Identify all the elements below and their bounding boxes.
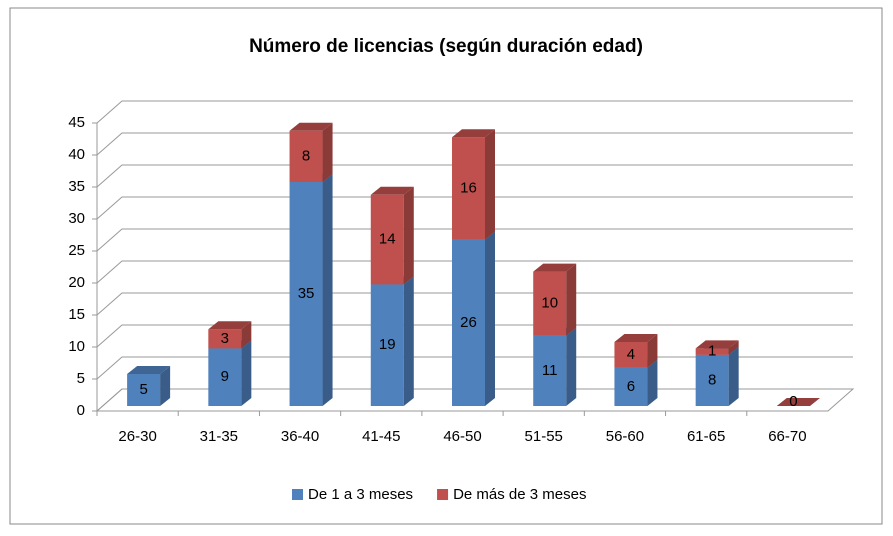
bar-front (289, 182, 323, 406)
data-label: 0 (789, 393, 797, 410)
bar-side (485, 231, 495, 406)
bar-front (695, 354, 729, 406)
bar-side (566, 327, 577, 406)
data-label: 35 (298, 285, 315, 302)
legend-swatch (437, 489, 449, 500)
bar-side (403, 276, 414, 406)
chart-title: Número de licencias (según duración edad… (249, 36, 643, 57)
y-tick-label: 20 (68, 274, 85, 291)
data-label: 5 (139, 381, 147, 398)
y-tick-label: 35 (68, 178, 85, 195)
legend-label: De más de 3 meses (453, 486, 586, 503)
y-tick-label: 40 (68, 146, 85, 163)
bar-front (614, 342, 648, 368)
grid-line (96, 164, 853, 188)
x-tick-label: 41-45 (362, 428, 400, 445)
bar-side (485, 129, 495, 240)
x-tick-label: 26-30 (118, 428, 156, 445)
legend-label: De 1 a 3 meses (308, 486, 413, 503)
bar-top (289, 122, 333, 131)
data-label: 8 (302, 147, 310, 164)
x-tick-label: 31-35 (200, 428, 238, 445)
grid-line (96, 324, 853, 348)
bar-top (695, 340, 739, 349)
bar-top (533, 263, 577, 272)
bar-side (647, 359, 658, 406)
bar-front (614, 367, 648, 406)
grid-line (96, 100, 853, 124)
x-tick-label: 61-65 (687, 428, 725, 445)
bar-side (160, 366, 171, 406)
data-label: 3 (221, 330, 229, 347)
x-tick-label: 66-70 (768, 428, 806, 445)
bar-side (241, 321, 252, 349)
bar-front (695, 348, 729, 355)
y-tick-label: 0 (77, 402, 85, 419)
bar-top (776, 398, 820, 406)
data-label: 6 (627, 378, 635, 395)
bar-front (452, 137, 485, 240)
bar-side (566, 263, 577, 336)
grid-line (96, 132, 853, 156)
y-tick-label: 25 (68, 242, 85, 259)
grid-line (96, 356, 853, 380)
y-tick-label: 30 (68, 210, 85, 227)
data-label: 4 (627, 346, 635, 363)
bar-front (452, 239, 485, 406)
data-label: 1 (708, 343, 716, 360)
x-tick-label: 46-50 (443, 428, 481, 445)
bar-side (647, 334, 658, 368)
bar-top (127, 366, 171, 374)
y-tick-label: 45 (68, 114, 85, 131)
data-label: 10 (541, 295, 558, 312)
x-tick-label: 56-60 (606, 428, 644, 445)
y-tick-label: 10 (68, 338, 85, 355)
data-label: 9 (221, 368, 229, 385)
bar-front (533, 271, 567, 336)
bar-top (614, 334, 658, 342)
y-tick-label: 15 (68, 306, 85, 323)
grid-line (96, 292, 853, 316)
bar-side (728, 340, 739, 355)
bar-side (241, 340, 252, 406)
data-label: 8 (708, 371, 716, 388)
grid-line (96, 196, 853, 220)
bar-front (127, 374, 161, 406)
grid-line (96, 228, 853, 252)
bar-front (370, 284, 404, 406)
bar-front (208, 348, 242, 406)
data-label: 19 (379, 336, 396, 353)
data-label: 16 (460, 179, 477, 196)
bar-top (370, 186, 414, 195)
bar-side (322, 174, 333, 406)
bar-top (208, 321, 252, 330)
bar-top (452, 129, 495, 138)
bar-side (322, 122, 333, 182)
bar-front (370, 194, 404, 285)
x-tick-label: 36-40 (281, 428, 319, 445)
chart-border (9, 7, 883, 525)
bar-front (533, 335, 567, 406)
data-label: 11 (542, 362, 558, 379)
x-tick-label: 51-55 (525, 428, 563, 445)
bar-front (289, 130, 323, 182)
grid-line (96, 260, 853, 284)
data-label: 14 (379, 231, 396, 248)
y-tick-label: 5 (77, 370, 85, 387)
grid-line (96, 388, 853, 412)
bar-front (208, 329, 242, 349)
data-label: 26 (460, 314, 477, 331)
legend-swatch (292, 489, 303, 500)
bar-side (728, 346, 739, 406)
bar-side (403, 186, 414, 285)
